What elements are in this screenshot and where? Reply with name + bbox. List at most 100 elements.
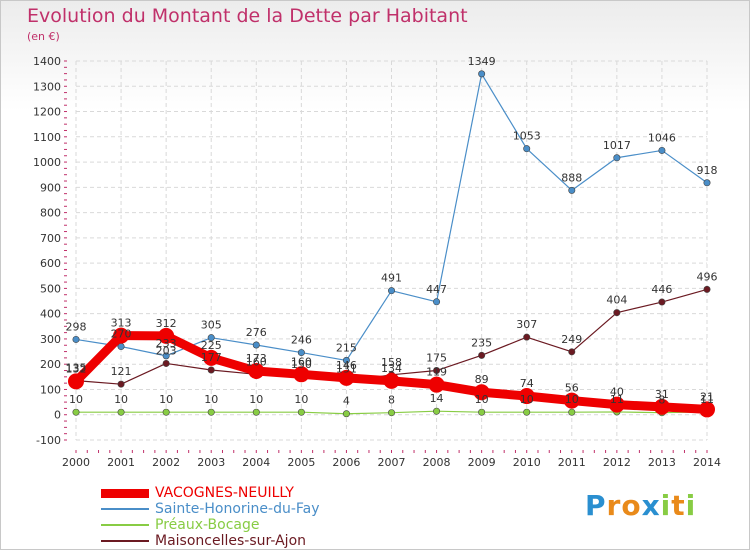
- data-label: 225: [201, 339, 222, 352]
- data-point: [653, 398, 670, 415]
- data-label: 249: [561, 333, 582, 346]
- data-label: 10: [69, 393, 83, 406]
- data-label: 496: [697, 270, 718, 283]
- data-label: 246: [291, 334, 312, 347]
- data-label: 1053: [513, 130, 541, 143]
- data-label: 74: [520, 377, 534, 390]
- data-point: [113, 327, 130, 344]
- data-label: 307: [516, 318, 537, 331]
- legend-label: Préaux-Bocage: [155, 517, 260, 533]
- data-point: [387, 287, 395, 295]
- data-point: [613, 154, 621, 162]
- data-label: 305: [201, 319, 222, 332]
- data-point: [158, 327, 175, 344]
- legend-swatch: [101, 524, 149, 526]
- y-tick-label: 0: [54, 409, 61, 422]
- x-tick-label: 2010: [513, 456, 541, 469]
- legend-label: VACOGNES-NEUILLY: [155, 485, 294, 501]
- data-label: 404: [606, 294, 627, 307]
- x-tick-label: 2002: [152, 456, 180, 469]
- legend-swatch: [101, 488, 149, 498]
- data-label: 56: [565, 382, 579, 395]
- x-tick-label: 2001: [107, 456, 135, 469]
- data-point: [162, 408, 170, 416]
- x-tick-label: 2013: [648, 456, 676, 469]
- data-label: 1017: [603, 139, 631, 152]
- x-tick-label: 2011: [558, 456, 586, 469]
- legend-item: Maisoncelles-sur-Ajon: [101, 533, 320, 549]
- data-label: 270: [111, 328, 132, 341]
- legend-label: Maisoncelles-sur-Ajon: [155, 533, 307, 549]
- data-point: [207, 408, 215, 416]
- data-label: 10: [294, 393, 308, 406]
- data-label: 131: [336, 363, 357, 376]
- data-label: 298: [66, 320, 87, 333]
- data-point: [162, 352, 170, 360]
- data-label: 150: [291, 358, 312, 371]
- y-tick-label: -100: [36, 434, 61, 447]
- legend: VACOGNES-NEUILLY Sainte-Honorine-du-Fay Pr…: [101, 485, 320, 549]
- unit-label: (en €): [27, 30, 60, 43]
- data-point: [72, 408, 80, 416]
- data-label: 276: [246, 326, 267, 339]
- y-tick-label: 200: [40, 358, 61, 371]
- data-label: 446: [651, 283, 672, 296]
- data-label: 119: [426, 366, 447, 379]
- data-point: [523, 333, 531, 341]
- grid-lines: [75, 60, 708, 441]
- data-point: [608, 396, 625, 413]
- data-label: 10: [475, 393, 489, 406]
- data-label: 10: [114, 393, 128, 406]
- y-tick-label: 400: [40, 308, 61, 321]
- y-tick-label: 1400: [33, 55, 61, 68]
- data-label: 177: [201, 351, 222, 364]
- x-tick-label: 2003: [197, 456, 225, 469]
- data-label: 160: [246, 355, 267, 368]
- y-tick-label: 600: [40, 257, 61, 270]
- axes: -100 0 100 200 300 400 500 600 700 800 900 1000 1100…: [33, 55, 721, 469]
- data-point: [473, 384, 490, 401]
- x-tick-label: 2000: [62, 456, 90, 469]
- data-point: [252, 408, 260, 416]
- data-point: [387, 409, 395, 417]
- data-label: 313: [111, 317, 132, 330]
- data-label: 888: [561, 171, 582, 184]
- y-tick-label: 900: [40, 181, 61, 194]
- data-label: 89: [475, 373, 489, 386]
- data-label: 21: [700, 390, 714, 403]
- data-point: [117, 380, 125, 388]
- data-label: 235: [471, 336, 492, 349]
- data-label: 40: [610, 386, 624, 399]
- data-point: [523, 408, 531, 416]
- y-tick-label: 100: [40, 383, 61, 396]
- data-label: 10: [204, 393, 218, 406]
- x-tick-label: 2012: [603, 456, 631, 469]
- x-tick-label: 2004: [242, 456, 270, 469]
- data-label: 10: [520, 393, 534, 406]
- data-label: 10: [159, 393, 173, 406]
- x-tick-label: 2005: [287, 456, 315, 469]
- x-tick-label: 2008: [423, 456, 451, 469]
- data-point: [568, 408, 576, 416]
- data-point: [203, 349, 220, 366]
- y-tick-label: 500: [40, 282, 61, 295]
- data-point: [699, 401, 715, 418]
- y-tick-label: 700: [40, 232, 61, 245]
- data-point: [248, 363, 265, 380]
- data-label: 4: [343, 395, 350, 408]
- data-point: [162, 359, 170, 367]
- legend-item: Sainte-Honorine-du-Fay: [101, 501, 320, 517]
- y-tick-label: 1200: [33, 106, 61, 119]
- legend-item: Préaux-Bocage: [101, 517, 320, 533]
- data-label: 8: [658, 394, 665, 407]
- data-label: 918: [697, 164, 718, 177]
- x-tick-label: 2006: [332, 456, 360, 469]
- data-label: 447: [426, 283, 447, 296]
- data-label: 158: [381, 356, 402, 369]
- y-tick-label: 1100: [33, 131, 61, 144]
- data-label: 146: [336, 359, 357, 372]
- data-point: [703, 285, 711, 293]
- data-point: [523, 145, 531, 153]
